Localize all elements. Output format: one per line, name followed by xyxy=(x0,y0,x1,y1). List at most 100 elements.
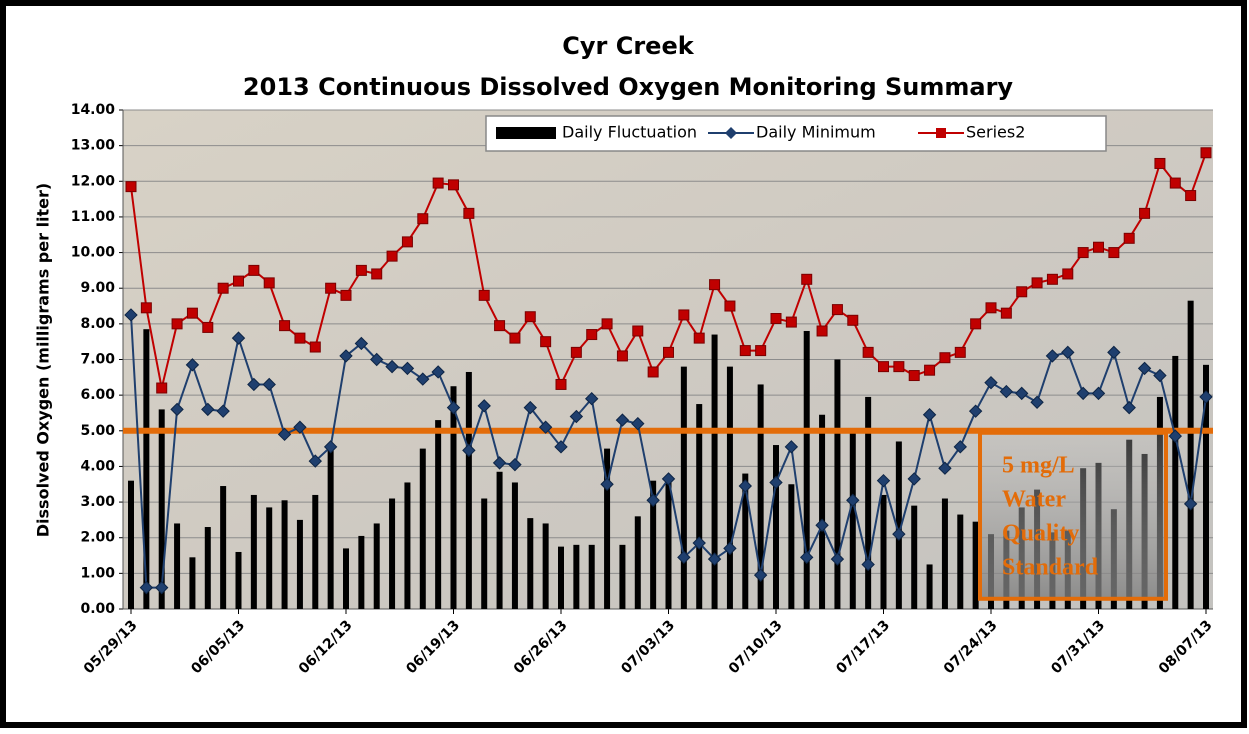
y-tick-label: 13.00 xyxy=(71,138,116,154)
marker xyxy=(709,279,721,291)
marker xyxy=(1154,157,1166,169)
marker xyxy=(156,382,168,394)
marker xyxy=(924,364,936,376)
marker xyxy=(139,580,154,595)
marker xyxy=(417,213,429,225)
marker xyxy=(723,541,737,556)
y-tick-label: 2.00 xyxy=(80,530,115,546)
bar xyxy=(143,329,150,609)
marker xyxy=(555,378,567,390)
marker xyxy=(340,289,352,301)
marker xyxy=(355,264,367,276)
annotation: Quality xyxy=(1002,520,1079,546)
marker xyxy=(784,440,799,454)
bar xyxy=(834,359,841,609)
bar xyxy=(1203,364,1209,609)
bar xyxy=(573,544,580,609)
bar xyxy=(542,523,549,609)
marker xyxy=(600,477,614,491)
bar xyxy=(773,445,779,609)
marker xyxy=(692,536,706,550)
marker xyxy=(693,332,705,344)
bar xyxy=(619,544,626,609)
marker xyxy=(755,345,767,357)
marker xyxy=(661,472,676,486)
marker xyxy=(738,479,752,493)
y-tick-label: 9.00 xyxy=(80,280,115,296)
annotation: 5 mg/L xyxy=(1002,452,1075,478)
marker xyxy=(262,377,276,392)
marker xyxy=(1016,286,1028,298)
annotation: Standard xyxy=(1002,554,1099,580)
marker xyxy=(277,427,292,442)
marker xyxy=(463,207,475,219)
marker xyxy=(861,557,875,572)
marker xyxy=(1185,190,1197,202)
chart-title: 2013 Continuous Dissolved Oxygen Monitor… xyxy=(243,73,1013,101)
y-axis-label: Dissolved Oxygen (milligrams per liter) xyxy=(34,183,53,537)
marker xyxy=(293,420,307,434)
marker xyxy=(1030,395,1044,409)
bar xyxy=(343,548,349,609)
marker xyxy=(739,345,751,357)
bar xyxy=(235,551,242,609)
marker xyxy=(570,346,582,358)
marker xyxy=(263,277,275,289)
marker xyxy=(554,440,568,454)
marker xyxy=(846,493,860,507)
marker xyxy=(1000,307,1012,319)
marker xyxy=(893,361,905,373)
bar xyxy=(819,414,826,609)
bar xyxy=(250,494,257,609)
marker xyxy=(477,399,491,413)
bar xyxy=(865,396,872,609)
marker xyxy=(370,352,384,367)
marker xyxy=(400,361,415,376)
bar xyxy=(634,516,641,609)
marker xyxy=(938,461,952,475)
y-tick-label: 11.00 xyxy=(71,209,116,225)
bar xyxy=(849,429,856,609)
bar xyxy=(266,507,273,609)
bar xyxy=(558,546,564,609)
marker xyxy=(247,377,261,392)
marker xyxy=(1200,147,1212,159)
marker xyxy=(524,311,536,323)
marker xyxy=(785,316,797,328)
bar xyxy=(757,384,764,609)
marker xyxy=(124,308,138,322)
marker xyxy=(862,346,874,358)
marker xyxy=(508,457,522,472)
marker xyxy=(815,518,829,532)
marker xyxy=(385,359,399,374)
bar xyxy=(588,544,595,609)
marker xyxy=(615,413,630,427)
bar xyxy=(742,473,749,609)
y-tick-label: 4.00 xyxy=(80,458,115,474)
marker xyxy=(386,250,398,262)
marker xyxy=(876,473,891,488)
marker xyxy=(1139,207,1151,219)
marker xyxy=(646,493,660,507)
marker xyxy=(233,275,244,287)
marker xyxy=(831,304,843,316)
marker xyxy=(1062,268,1074,280)
legend-swatch xyxy=(936,128,946,138)
y-tick-label: 5.00 xyxy=(80,423,115,439)
marker xyxy=(569,409,584,424)
marker xyxy=(878,361,889,373)
bar xyxy=(696,404,703,609)
marker xyxy=(431,365,445,379)
bar xyxy=(926,564,933,609)
bar xyxy=(204,527,211,609)
bar xyxy=(296,519,303,609)
marker xyxy=(616,350,628,362)
marker xyxy=(830,552,845,566)
marker xyxy=(632,325,644,337)
marker xyxy=(294,332,306,344)
bar xyxy=(650,480,657,609)
bar xyxy=(895,441,902,609)
marker xyxy=(125,181,137,193)
marker xyxy=(984,375,998,390)
marker xyxy=(492,456,507,470)
